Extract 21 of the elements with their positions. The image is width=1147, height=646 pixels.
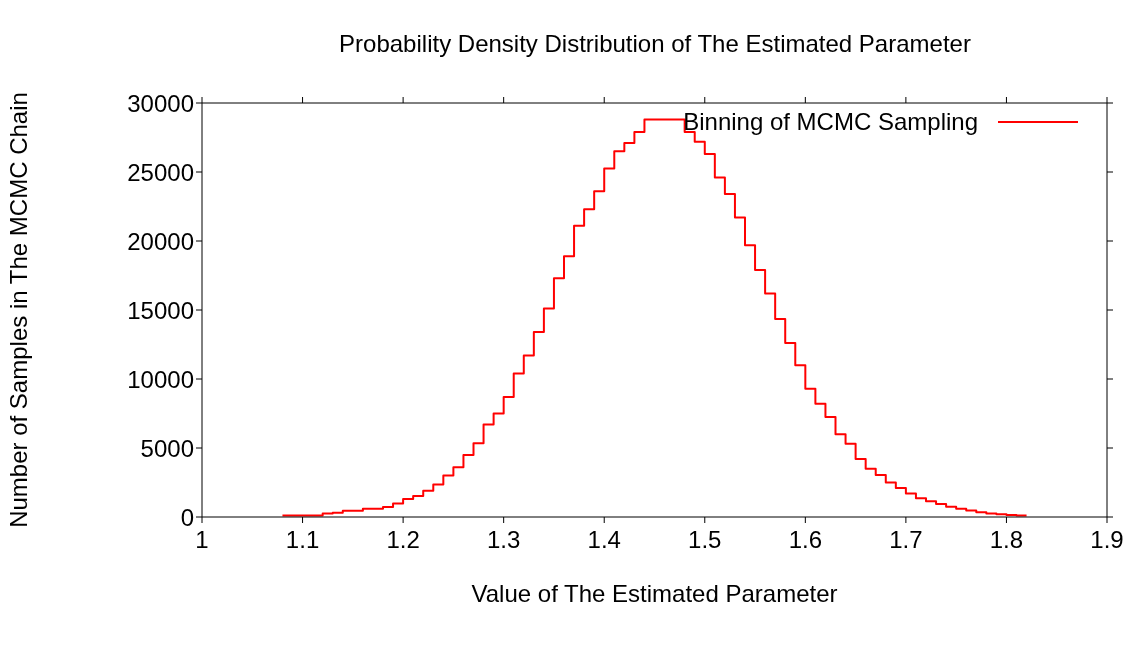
x-tick-label: 1.4: [587, 526, 621, 554]
x-tick-label: 1.7: [889, 526, 923, 554]
y-tick-label: 20000: [127, 227, 194, 255]
x-tick-label: 1.5: [688, 526, 722, 554]
y-tick-label: 30000: [127, 89, 194, 117]
x-tick-label: 1: [195, 526, 209, 554]
y-tick-label: 10000: [127, 365, 194, 393]
y-tick-label: 0: [180, 503, 194, 531]
y-axis-title: Number of Samples in The MCMC Chain: [4, 92, 32, 528]
x-tick-label: 1.3: [486, 526, 521, 554]
x-tick-label: 1.2: [386, 526, 420, 554]
y-tick-label: 25000: [127, 158, 194, 186]
x-tick-label: 1.9: [1090, 526, 1124, 554]
legend-label: Binning of MCMC Sampling: [683, 108, 978, 136]
x-axis-title: Value of The Estimated Parameter: [471, 580, 838, 607]
y-tick-label: 15000: [127, 296, 194, 324]
chart-title: Probability Density Distribution of The Estimated Parameter: [338, 30, 972, 58]
y-tick-label: 5000: [140, 434, 194, 462]
x-tick-label: 1.8: [989, 526, 1024, 554]
x-tick-label: 1.6: [788, 526, 823, 554]
x-tick-label: 1.1: [285, 526, 320, 554]
